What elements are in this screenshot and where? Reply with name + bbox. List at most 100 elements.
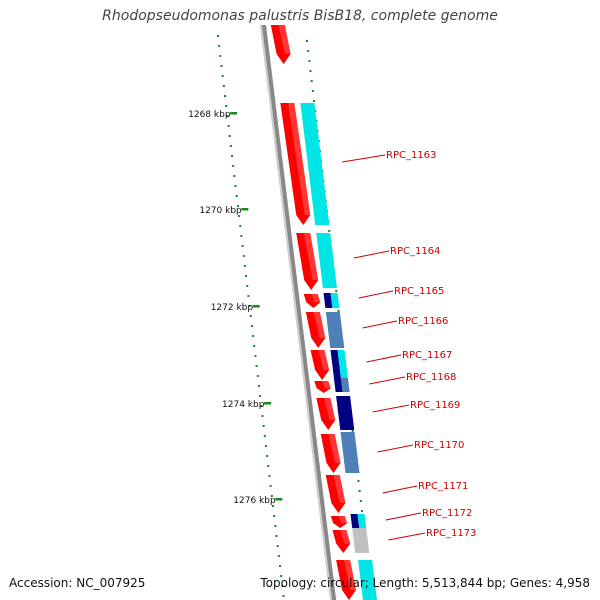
minor-tick-left (219, 55, 222, 57)
minor-tick-right (306, 40, 308, 42)
domain-block (357, 514, 367, 528)
minor-tick-left (226, 115, 229, 117)
domain-block (340, 378, 350, 392)
major-tick (230, 112, 238, 115)
minor-tick-left (235, 195, 238, 197)
major-tick (252, 305, 260, 308)
minor-tick-right (307, 50, 310, 52)
label-leader-line (369, 376, 406, 385)
domain-block (340, 432, 360, 473)
gene-arrow-rpc-1168-shade (321, 381, 331, 389)
label-leader-line (382, 485, 418, 494)
domain-block (336, 396, 355, 430)
gene-arrow-downstream-shade (343, 560, 356, 590)
minor-tick-left (217, 35, 219, 37)
gene-arrow-rpc-1166-shade (313, 312, 326, 338)
minor-tick-left (239, 225, 242, 227)
minor-tick-left (277, 555, 280, 557)
gene-label: RPC_1165 (394, 286, 444, 297)
minor-tick-left (262, 425, 265, 427)
minor-tick-left (229, 145, 232, 147)
gene-label: RPC_1170 (414, 440, 464, 451)
minor-tick-left (247, 295, 250, 297)
minor-tick-left (279, 565, 282, 567)
gene-label: RPC_1168 (406, 372, 456, 383)
gene-arrow-rpc-1167-shade (318, 350, 330, 370)
genome-summary-text: Topology: circular; Length: 5,513,844 bp… (260, 576, 590, 590)
minor-tick-left (221, 75, 224, 77)
domain-block-downstream (358, 560, 377, 600)
gene-label: RPC_1166 (398, 316, 448, 327)
scale-label: 1272 kbp (211, 303, 254, 313)
minor-tick-left (218, 45, 221, 47)
minor-tick-right (311, 90, 314, 92)
gene-arrow-rpc-1169-shade (324, 398, 336, 420)
scale-label: 1274 kbp (222, 400, 265, 410)
major-tick (241, 208, 249, 211)
label-leader-line (362, 320, 398, 329)
gene-label: RPC_1172 (422, 508, 472, 519)
minor-tick-left (282, 595, 285, 597)
minor-tick-left (224, 95, 227, 97)
domain-block (330, 293, 340, 308)
minor-tick-right (337, 310, 340, 312)
domain-block (325, 312, 345, 348)
label-leader-line (353, 250, 390, 259)
gene-arrow-rpc-1173-shade (340, 530, 351, 544)
label-leader-line (377, 444, 414, 453)
minor-tick-left (250, 325, 253, 327)
minor-tick-left (234, 185, 237, 187)
gene-label: RPC_1167 (402, 350, 452, 361)
minor-tick-left (263, 435, 266, 437)
minor-tick-left (246, 285, 249, 287)
scale-label: 1268 kbp (188, 110, 231, 120)
label-leader-line (385, 512, 422, 521)
minor-tick-left (248, 305, 251, 307)
minor-tick-right (359, 500, 362, 502)
minor-tick-left (266, 455, 269, 457)
scale-label: 1270 kbp (199, 206, 242, 216)
minor-tick-left (264, 445, 267, 447)
minor-tick-left (220, 65, 223, 67)
minor-tick-left (256, 375, 259, 377)
gene-arrow-rpc-1170-shade (328, 434, 341, 463)
gene-label: RPC_1163 (386, 150, 436, 161)
minor-tick-left (227, 125, 230, 127)
minor-tick-left (232, 165, 235, 167)
gene-arrow-rpc-1171-shade (333, 475, 346, 503)
domain-block (323, 293, 333, 308)
accession-text: Accession: NC_007925 (9, 576, 146, 590)
minor-tick-left (228, 135, 231, 137)
minor-tick-left (252, 335, 255, 337)
minor-tick-left (276, 545, 279, 547)
label-leader-line (342, 154, 386, 163)
gene-arrow-rpc-1163-shade (288, 103, 311, 215)
domain-block (330, 350, 341, 378)
minor-tick-left (240, 235, 243, 237)
gene-label: RPC_1171 (418, 481, 468, 492)
major-tick (275, 498, 283, 501)
minor-tick-left (242, 255, 245, 257)
minor-tick-left (273, 515, 276, 517)
label-leader-line (358, 290, 394, 299)
label-leader-line (372, 404, 410, 413)
minor-tick-left (245, 275, 248, 277)
map-title: Rhodopseudomonas palustris BisB18, compl… (102, 8, 498, 24)
minor-tick-left (225, 105, 228, 107)
minor-tick-left (233, 175, 236, 177)
gene-arrow-rpc-1165-shade (311, 294, 321, 303)
minor-tick-left (238, 215, 241, 217)
minor-tick-left (268, 475, 271, 477)
domain-block (352, 528, 370, 553)
minor-tick-right (358, 490, 361, 492)
label-leader-line (366, 354, 402, 363)
gene-label: RPC_1173 (426, 528, 476, 539)
minor-tick-right (328, 230, 331, 232)
gene-label: RPC_1164 (390, 246, 440, 257)
label-leader-line (388, 532, 426, 541)
scale-label: 1276 kbp (233, 496, 276, 506)
domain-block (350, 514, 360, 528)
minor-tick-left (261, 415, 264, 417)
minor-tick-left (257, 385, 260, 387)
minor-tick-left (236, 205, 239, 207)
